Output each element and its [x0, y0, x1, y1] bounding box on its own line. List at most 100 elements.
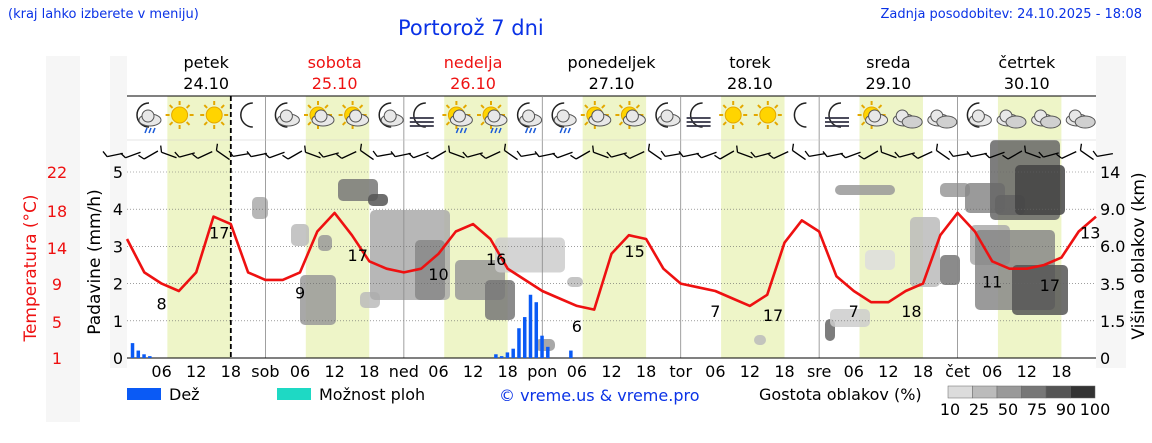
cloud-cover-patch	[567, 277, 583, 287]
moon-shape	[378, 102, 392, 128]
rain-bar	[528, 294, 533, 358]
sun-icon	[200, 101, 229, 129]
cloud-puff	[383, 109, 397, 123]
wind-barb	[1092, 150, 1113, 158]
rain-bar	[499, 356, 504, 358]
day-date-0: 24.10	[183, 74, 229, 93]
sun-ray	[358, 104, 364, 109]
precip-tick: 4	[113, 200, 123, 219]
rain-drop	[494, 127, 498, 134]
legend-cloud-level: 75	[1027, 400, 1047, 419]
wind-barb	[120, 151, 141, 159]
temperature-label: 13	[1080, 224, 1100, 243]
wind-barb	[750, 151, 771, 158]
x-tick-label: 06	[290, 362, 310, 381]
temperature-label: 8	[157, 295, 167, 314]
moon-shape	[516, 102, 530, 128]
rain-drop	[490, 127, 494, 134]
x-tick-label: ned	[389, 362, 419, 381]
wind-barb-flag	[750, 151, 756, 158]
rain-bar	[142, 354, 146, 358]
wind-barb-flag	[390, 151, 396, 158]
wind-barb-shaft	[792, 149, 806, 161]
wind-barb	[534, 151, 555, 158]
cloudy-icon	[892, 109, 923, 129]
sun-ray	[877, 104, 883, 109]
wind-barb-flag	[606, 151, 612, 158]
sun-ray	[341, 104, 347, 109]
wind-barb	[282, 150, 303, 160]
moon-rain-icon	[136, 102, 162, 134]
wind-barb	[894, 151, 915, 158]
rain-bar	[534, 302, 539, 358]
legend-cloud-level: 90	[1056, 400, 1076, 419]
cloudy-icon	[1065, 109, 1096, 129]
sun-partly-icon	[580, 101, 612, 129]
sun-ray	[324, 104, 329, 109]
cloud-puff	[452, 109, 466, 123]
wind-barb-flag	[160, 145, 163, 153]
cloud-shape	[901, 115, 923, 129]
x-tick-label: 06	[844, 362, 864, 381]
wind-barb-flag	[858, 154, 865, 160]
wind-barb-flag	[138, 154, 145, 160]
wind-barb	[768, 151, 789, 159]
wind-barb	[606, 151, 627, 158]
wind-barb-flag	[660, 150, 666, 157]
wind-barb-shaft	[629, 151, 645, 159]
wind-barb	[791, 143, 806, 161]
wind-barb-shaft	[233, 152, 249, 158]
sun-ray	[168, 121, 174, 126]
wind-barb	[570, 150, 591, 160]
legend-rain-label: Dež	[169, 385, 200, 404]
sun-ray	[497, 104, 502, 109]
wind-barb-flag	[408, 152, 414, 159]
cloud-height-tick: 1.5	[1100, 312, 1125, 331]
wind-barb-flag	[1092, 150, 1098, 157]
x-tick-label: 12	[740, 362, 760, 381]
wind-barb-flag	[448, 145, 451, 153]
wind-barb	[736, 145, 753, 159]
cloud-cover-patch	[252, 197, 268, 219]
x-tick-label: 12	[186, 362, 206, 381]
wind-barb	[912, 151, 933, 159]
wind-barb	[1056, 151, 1077, 159]
wind-barb-shaft	[341, 151, 357, 159]
rain-drop	[152, 127, 156, 134]
wind-barb-shaft	[881, 151, 897, 159]
cloud-puff	[279, 109, 293, 123]
cloudy-icon	[996, 109, 1027, 129]
wind-barb-shaft	[575, 150, 591, 160]
wind-barb-shaft	[557, 151, 573, 159]
cloud-height-tick: 0	[1100, 349, 1110, 368]
cloud-shape	[936, 115, 958, 129]
legend-showers-label: Možnost ploh	[319, 385, 425, 404]
wind-barb-flag	[880, 145, 883, 153]
cloud-puff	[625, 109, 639, 123]
cloud-puff	[868, 109, 882, 123]
wind-barb-shaft	[827, 152, 843, 158]
sun-partly-icon	[338, 101, 370, 129]
wind-barb	[624, 151, 645, 159]
x-tick-label: tor	[669, 362, 692, 381]
x-tick-label: 18	[636, 362, 656, 381]
wind-barb-shaft	[287, 150, 303, 160]
cloud-cover-patch	[910, 217, 940, 287]
sun-ray	[739, 104, 744, 109]
cloud-cover-patch	[940, 255, 960, 285]
wind-barb-shaft	[125, 151, 141, 159]
sun-partly-icon	[857, 101, 889, 129]
sun-partly-icon	[304, 101, 335, 129]
wind-barb-flag	[120, 152, 126, 159]
sun-disc	[759, 106, 777, 124]
wind-barb-flag	[215, 143, 219, 151]
temperature-axis-title: Temperatura (°C)	[21, 194, 41, 342]
precip-tick: 2	[113, 275, 123, 294]
legend-cloud-swatch	[1070, 385, 1096, 399]
wind-barb-shaft	[323, 152, 339, 158]
sun-ray	[757, 104, 762, 109]
wind-barb-shaft	[485, 151, 501, 159]
cloud-shape	[1040, 115, 1062, 129]
wind-barb-shaft	[1080, 149, 1094, 161]
